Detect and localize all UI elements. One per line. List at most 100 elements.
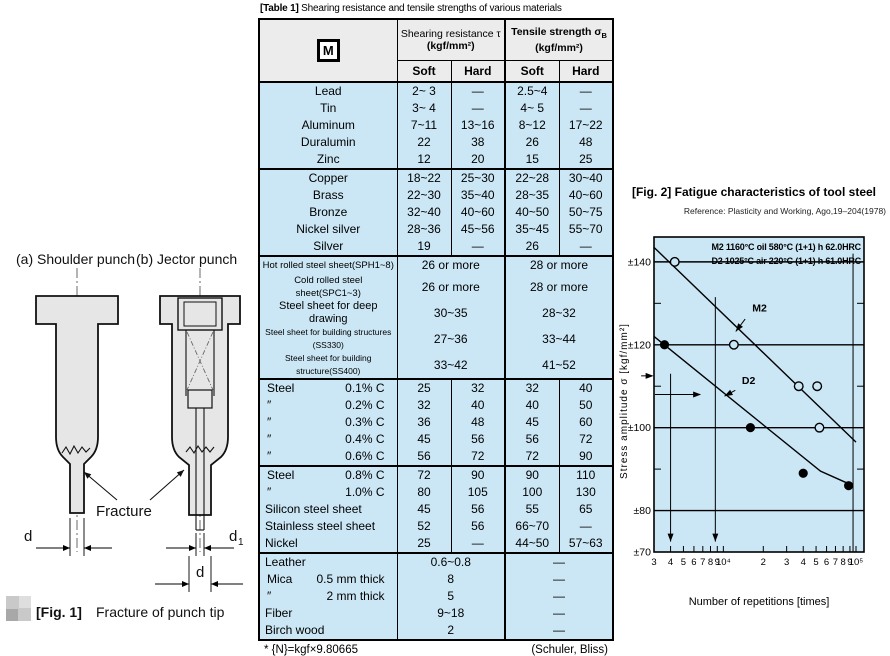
material-cell: Steel 0.8% C — [259, 466, 397, 484]
value-cell: 40 — [558, 379, 613, 397]
data-point-D2 — [798, 468, 808, 478]
material-cell: Mica 0.5 mm thick — [259, 571, 397, 588]
table-row: Mica 0.5 mm thick 8— — [259, 571, 613, 588]
value-cell: 50 — [558, 397, 613, 414]
material-cell: Silver — [259, 238, 397, 256]
shear-header: Shearing resistance τ (kgf/mm²) — [396, 19, 505, 61]
x-tick-label: 3 — [784, 557, 789, 568]
table-row: Leather 0.6~0.8— — [259, 553, 613, 571]
x-tick-label: 7 — [833, 557, 838, 568]
value-cell: — — [450, 535, 505, 553]
fig1-caption-text: Fracture of punch tip — [96, 604, 225, 620]
table-row: Steel sheet for deep drawing 30~35 28~32 — [259, 300, 613, 326]
fig1-panel: (a) Shoulder punch (b) Jector punch — [0, 245, 256, 629]
ejector-pin-head — [187, 389, 213, 409]
value-cell: 100 — [504, 484, 559, 501]
value-cell: 32 — [504, 379, 559, 397]
x-tick-label: 2 — [761, 557, 766, 568]
dim-d-left-label: d — [24, 528, 32, 545]
value-cell: 33~42 — [396, 352, 505, 379]
data-point-M2 — [814, 422, 825, 433]
value-cell: 48 — [450, 414, 505, 431]
material-cell: Hot rolled steel sheet(SPH1~8) — [259, 256, 397, 274]
value-cell: 40~60 — [450, 204, 505, 221]
value-cell: 90 — [558, 448, 613, 466]
value-cell: 60 — [558, 414, 613, 431]
value-cell: 45 — [396, 431, 451, 448]
fig1-drawing: (a) Shoulder punch (b) Jector punch — [6, 251, 244, 621]
data-point-M2 — [669, 256, 680, 267]
value-cell: 20 — [450, 151, 505, 169]
value-cell: 28 or more — [504, 274, 613, 300]
value-cell: 17~22 — [558, 117, 613, 134]
value-cell: 90 — [450, 466, 505, 484]
material-cell: ″ 0.3% C — [259, 414, 397, 431]
material-cell: Silicon steel sheet — [259, 501, 397, 518]
x-tick-label: 6 — [691, 557, 696, 568]
series-label-D2: D2 — [742, 375, 756, 387]
table1-title-tag: [Table 1] — [260, 3, 299, 14]
arrowhead — [712, 533, 719, 542]
arrowhead — [176, 470, 184, 477]
punch-b — [159, 268, 241, 552]
table-group: Leather 0.6~0.8— Mica 0.5 mm thick 8— ″ 2 mm t… — [259, 553, 613, 640]
table-row: Steel 0.1% C 25 32 32 40 — [259, 379, 613, 397]
table1-panel: [Table 1] Shearing resistance and tensil… — [258, 3, 616, 656]
material-cell: Nickel silver — [259, 221, 397, 238]
data-point-D2 — [844, 481, 854, 491]
value-cell: 30~35 — [396, 300, 505, 326]
punch-b-head-cavity — [177, 297, 223, 331]
material-cell: Copper — [259, 169, 397, 187]
x-tick-label: 8 — [708, 557, 713, 568]
fig2-title-text: Fatigue characteristics of tool steel — [674, 185, 877, 199]
value-cell: 38 — [450, 134, 505, 151]
value-cell: — — [450, 238, 505, 256]
table-row: Birch wood 2— — [259, 622, 613, 640]
table-row: Steel sheet for building structures (SS3… — [259, 326, 613, 352]
table-footnotes: * {N}=kgf×9.80665 (Schuler, Bliss) — [258, 644, 612, 656]
fracture-label: Fracture — [96, 503, 152, 520]
y-tick-label: ±80 — [634, 505, 652, 517]
tensile-header: Tensile strength σB (kgf/mm²) — [504, 19, 613, 61]
material-cell: Birch wood — [259, 622, 397, 640]
y-tick-label: ±120 — [628, 339, 651, 351]
table-row: Bronze 32~40 40~60 40~50 50~75 — [259, 204, 613, 221]
value-cell: 0.6~0.8 — [396, 553, 505, 571]
value-cell: — — [504, 622, 613, 640]
legend-entry: D2 1025°C air 220°C (1+1) h 61.0HRC — [711, 256, 861, 266]
table-row: Stainless steel sheet 52 56 66~70— — [259, 518, 613, 535]
table-row: ″ 2 mm thick 5— — [259, 588, 613, 605]
x-tick-label: 5 — [681, 557, 686, 568]
table-row: Cold rolled steel sheet(SPC1~3) 26 or mor… — [259, 274, 613, 300]
material-cell: Tin — [259, 100, 397, 117]
value-cell: 41~52 — [504, 352, 613, 379]
materials-table: M Shearing resistance τ (kgf/mm²) Tensil… — [258, 18, 614, 641]
hard-header: Hard — [558, 60, 613, 82]
table-row: Hot rolled steel sheet(SPH1~8) 26 or more… — [259, 256, 613, 274]
table-row: ″ 0.4% C 45 56 56 72 — [259, 431, 613, 448]
value-cell: 8~12 — [504, 117, 559, 134]
x-tick-label: 10⁴ — [716, 557, 731, 568]
value-cell: 52 — [396, 518, 451, 535]
value-cell: — — [558, 238, 613, 256]
table-row: Nickel silver 28~36 45~56 35~45 55~70 — [259, 221, 613, 238]
dim-d-right-label: d — [196, 564, 204, 581]
material-cell: Bronze — [259, 204, 397, 221]
material-cell: ″ 0.2% C — [259, 397, 397, 414]
value-cell: 90 — [504, 466, 559, 484]
data-point-M2 — [793, 381, 804, 392]
value-cell: 35~45 — [504, 221, 559, 238]
arrowhead — [693, 391, 702, 398]
x-tick-label: 9 — [847, 557, 852, 568]
value-cell: 25 — [558, 151, 613, 169]
value-cell: 40~60 — [558, 187, 613, 204]
value-cell: 25 — [396, 379, 451, 397]
dimension-d1 — [166, 533, 234, 556]
value-cell: — — [504, 553, 613, 571]
value-cell: 130 — [558, 484, 613, 501]
value-cell: 40 — [450, 397, 505, 414]
value-cell: 3~ 4 — [396, 100, 451, 117]
material-cell: Nickel — [259, 535, 397, 553]
value-cell: 27~36 — [396, 326, 505, 352]
fig1-caption-tag: [Fig. 1] — [36, 604, 82, 620]
